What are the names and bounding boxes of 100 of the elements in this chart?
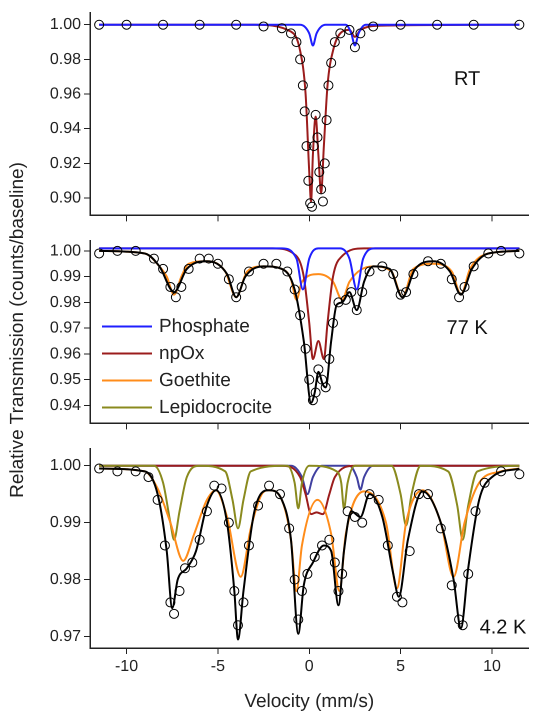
point bbox=[303, 176, 314, 186]
point bbox=[293, 614, 304, 625]
point bbox=[458, 620, 468, 630]
point bbox=[470, 506, 481, 516]
point bbox=[312, 132, 322, 142]
point bbox=[374, 494, 384, 505]
annotation: 4.2 K bbox=[480, 616, 527, 639]
point bbox=[514, 469, 524, 480]
point bbox=[204, 254, 214, 264]
legend-label: npOx bbox=[159, 342, 205, 364]
point bbox=[296, 586, 307, 596]
point bbox=[310, 388, 321, 398]
y-axis-title: Relative Transmission (counts/baseline) bbox=[7, 162, 29, 498]
point bbox=[320, 382, 331, 392]
annotation: 77 K bbox=[446, 316, 488, 339]
point bbox=[291, 37, 302, 48]
point bbox=[305, 198, 316, 208]
point bbox=[148, 254, 159, 264]
point bbox=[454, 292, 464, 302]
point bbox=[212, 258, 223, 269]
point bbox=[318, 196, 328, 207]
point bbox=[295, 54, 306, 64]
x-axis-title: Velocity (mm/s) bbox=[244, 690, 374, 712]
point bbox=[333, 586, 344, 596]
point bbox=[316, 184, 326, 194]
annotation: RT bbox=[454, 68, 480, 90]
point bbox=[284, 523, 294, 534]
point bbox=[194, 20, 205, 30]
point bbox=[346, 287, 356, 298]
point bbox=[324, 534, 334, 545]
point bbox=[340, 294, 351, 305]
point bbox=[170, 292, 181, 302]
y-tick-label: 0.96 bbox=[50, 345, 82, 362]
y-tick-label: 0.97 bbox=[50, 628, 82, 646]
point bbox=[330, 558, 340, 568]
point bbox=[463, 568, 474, 579]
point bbox=[231, 292, 242, 302]
point bbox=[169, 608, 180, 619]
point bbox=[231, 20, 242, 30]
point bbox=[314, 167, 324, 178]
point bbox=[238, 597, 248, 608]
point bbox=[496, 246, 506, 256]
point bbox=[436, 523, 446, 534]
point bbox=[408, 269, 418, 280]
legend-label: Phosphate bbox=[159, 316, 250, 337]
point bbox=[364, 266, 375, 276]
point bbox=[176, 282, 186, 292]
point bbox=[160, 540, 170, 550]
point bbox=[352, 305, 362, 316]
point bbox=[388, 269, 398, 280]
point bbox=[187, 558, 198, 568]
point bbox=[432, 20, 442, 30]
point bbox=[165, 282, 176, 292]
legend-label: Goethite bbox=[159, 370, 231, 391]
point bbox=[165, 597, 176, 608]
y-tick-label: 0.94 bbox=[50, 396, 82, 414]
point bbox=[290, 574, 300, 585]
point bbox=[158, 264, 168, 274]
point bbox=[320, 158, 330, 168]
y-tick-label: 0.92 bbox=[50, 154, 82, 172]
point bbox=[350, 512, 360, 522]
point bbox=[94, 20, 104, 30]
point bbox=[264, 480, 274, 491]
point bbox=[112, 246, 122, 256]
point bbox=[306, 202, 317, 212]
point bbox=[368, 21, 378, 32]
point bbox=[224, 274, 234, 284]
point bbox=[302, 568, 312, 579]
point bbox=[180, 563, 190, 574]
y-tick-label: 0.95 bbox=[50, 371, 82, 388]
point bbox=[322, 115, 332, 126]
y-tick-label: 0.98 bbox=[50, 50, 82, 68]
y-tick-label: 1.00 bbox=[50, 16, 82, 34]
y-tick-label: 0.90 bbox=[50, 189, 82, 206]
point bbox=[328, 318, 338, 328]
point bbox=[258, 21, 269, 32]
point bbox=[94, 248, 104, 258]
y-tick-label: 0.98 bbox=[50, 571, 82, 588]
y-tick-label: 0.94 bbox=[50, 120, 82, 138]
point bbox=[355, 28, 366, 38]
point bbox=[423, 489, 434, 500]
point bbox=[350, 42, 360, 52]
y-tick-label: 1.00 bbox=[50, 457, 82, 474]
point bbox=[258, 258, 269, 269]
point bbox=[377, 261, 388, 272]
point bbox=[202, 506, 212, 516]
point bbox=[514, 20, 524, 30]
point bbox=[382, 540, 393, 550]
point bbox=[436, 258, 446, 269]
point bbox=[298, 80, 308, 90]
point bbox=[396, 290, 406, 300]
point bbox=[423, 256, 434, 266]
point bbox=[310, 110, 321, 120]
point bbox=[335, 28, 346, 38]
point bbox=[308, 395, 318, 406]
point bbox=[344, 24, 354, 35]
point bbox=[480, 478, 490, 488]
point bbox=[158, 20, 168, 30]
point bbox=[454, 614, 464, 625]
point bbox=[244, 266, 254, 276]
